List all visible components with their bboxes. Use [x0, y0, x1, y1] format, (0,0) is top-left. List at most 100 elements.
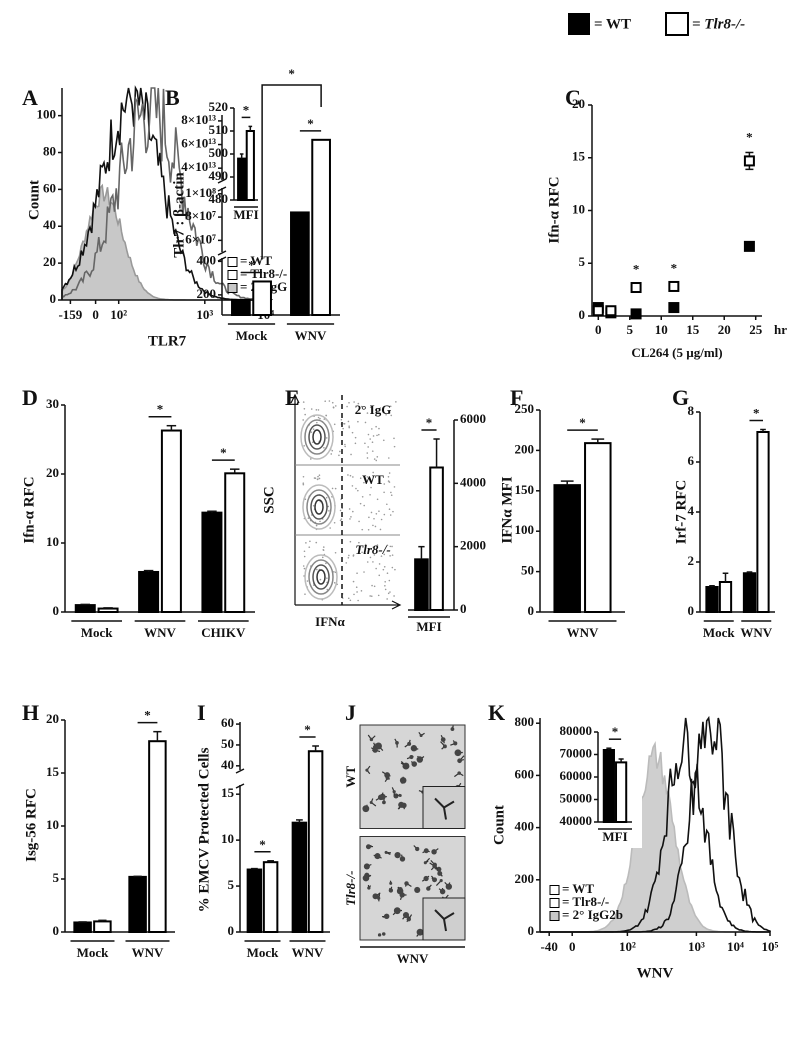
y-tick-label: 15 — [46, 764, 60, 779]
event-dot — [372, 435, 375, 437]
bar — [245, 130, 255, 201]
event-dot — [376, 456, 379, 458]
panel-label: B — [165, 85, 180, 110]
event-dot — [393, 486, 396, 488]
inset-background — [204, 94, 268, 226]
event-dot — [307, 517, 310, 519]
event-dot — [369, 406, 372, 408]
event-dot — [377, 594, 380, 597]
cell-body — [399, 856, 406, 862]
cell-body — [377, 896, 381, 900]
y-tick-label: 600 — [515, 766, 535, 781]
x-tick-label: 25 — [749, 322, 763, 337]
event-dot — [344, 445, 346, 448]
y-axis-label: Count — [491, 805, 507, 845]
panel-label: C — [565, 85, 581, 110]
event-dot — [349, 518, 351, 520]
x-tick-label: Mock — [81, 625, 114, 640]
event-dot — [372, 561, 374, 563]
y-tick-label: 20 — [43, 254, 56, 269]
event-dot — [303, 444, 305, 447]
event-dot — [356, 572, 358, 575]
y-tick-label: 30 — [46, 396, 59, 411]
cell-body — [365, 844, 371, 850]
event-dot — [358, 548, 361, 551]
cell-body — [384, 850, 388, 854]
event-dot — [334, 551, 337, 554]
y-tick-label: 20 — [572, 96, 585, 111]
event-dot — [371, 450, 374, 452]
bar — [74, 604, 96, 613]
bar — [602, 749, 615, 823]
event-dot — [387, 592, 390, 595]
event-dot — [376, 434, 378, 437]
bar — [742, 572, 757, 613]
event-dot — [387, 457, 390, 459]
y-tick-label: 0 — [53, 603, 60, 618]
marker — [743, 240, 755, 252]
y-tick-label: 520 — [209, 99, 229, 114]
event-dot — [375, 410, 378, 413]
y-tick-label: 2000 — [460, 538, 486, 553]
event-dot — [388, 472, 391, 474]
cell-body — [404, 881, 409, 886]
event-dot — [317, 475, 319, 478]
event-dot — [312, 504, 315, 507]
cell-body — [416, 928, 424, 936]
event-dot — [302, 475, 305, 478]
x-axis-label: IFNα — [315, 614, 345, 629]
event-dot — [310, 408, 313, 410]
event-dot — [370, 595, 373, 597]
event-dot — [343, 422, 345, 425]
event-dot — [386, 503, 388, 506]
panel-label: J — [345, 700, 356, 725]
significance-star: * — [746, 129, 753, 144]
event-dot — [371, 584, 373, 587]
cell-body — [363, 863, 370, 870]
y-tick-label: 200 — [197, 286, 217, 301]
significance-star: * — [307, 116, 314, 131]
y-axis-label: IFNα MFI — [499, 476, 515, 543]
event-dot — [384, 580, 386, 583]
event-dot — [373, 554, 376, 556]
event-dot — [363, 481, 365, 484]
x-tick-label: 10³ — [688, 939, 705, 954]
panel-label: F — [510, 385, 523, 410]
event-dot — [325, 437, 328, 439]
event-dot — [391, 566, 394, 569]
cell-body — [457, 758, 462, 764]
event-dot — [326, 588, 329, 591]
y-tick-label: 0 — [528, 603, 535, 618]
x-tick-label: Mock — [77, 945, 110, 960]
y-tick-label: 200 — [515, 871, 535, 886]
event-dot — [391, 545, 393, 548]
y-tick-label: 400 — [197, 252, 217, 267]
y-tick-label: 40 — [43, 217, 56, 232]
event-dot — [348, 426, 351, 429]
density-contour — [302, 484, 336, 530]
cell-body — [383, 913, 390, 920]
density-contour — [314, 499, 324, 515]
density-contour — [312, 564, 330, 590]
y-axis-label: % EMCV Protected Cells — [196, 747, 212, 912]
cell-body — [409, 755, 414, 760]
y-tick-label: 8 — [688, 403, 695, 418]
y-tick-label: 400 — [515, 819, 535, 834]
cell-body — [436, 866, 442, 872]
density-contour — [300, 414, 334, 460]
cell-body — [410, 745, 418, 752]
event-dot — [367, 446, 369, 448]
event-dot — [372, 475, 375, 478]
y-tick-label: 8×10⁷ — [185, 208, 216, 223]
x-tick-label: Mock — [247, 945, 280, 960]
legend-swatch — [227, 257, 238, 267]
event-dot — [373, 517, 375, 520]
y-tick-label: 0 — [688, 603, 695, 618]
legend-label: = Tlr8-/- — [692, 16, 745, 32]
legend-label: = WT — [562, 881, 594, 896]
significance-star: * — [426, 415, 433, 430]
y-axis-label: Irf-7 RFC — [673, 480, 689, 545]
significance-star: * — [633, 261, 640, 276]
event-dot — [389, 545, 392, 548]
cell-body — [442, 744, 447, 749]
